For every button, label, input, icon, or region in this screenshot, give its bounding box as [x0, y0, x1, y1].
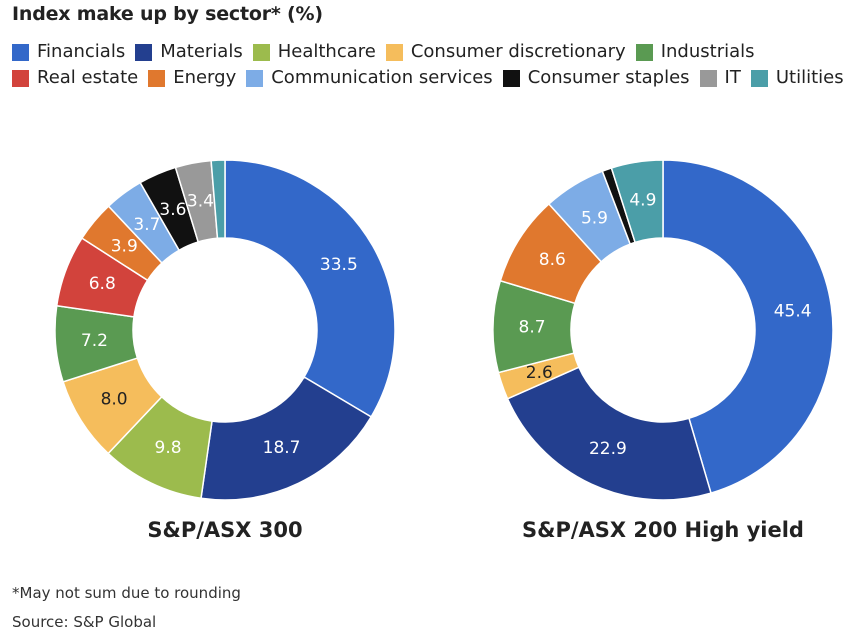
legend-swatch: [12, 43, 29, 61]
legend-item: Utilities: [750, 67, 844, 89]
legend-label: Industrials: [660, 41, 755, 62]
donut-chart: 33.5 18.7 9.8 8.0 7.2 6.8 3.93.73.6 3.4 S&P/ASX …: [54, 159, 396, 542]
legend-swatch: [385, 43, 403, 61]
slice-materials: [506, 366, 712, 501]
legend-item: Healthcare: [252, 41, 376, 63]
slice-value-label: 7.2: [81, 331, 108, 351]
legend-item: Communication services: [246, 67, 493, 89]
slice-value-label: 3.7: [133, 215, 160, 235]
slice-value-label: 3.4: [187, 191, 214, 211]
legend-item: Consumer staples: [502, 67, 690, 89]
legend-swatch: [246, 69, 264, 87]
slice-utilities: [610, 159, 664, 244]
slice-utilities: [210, 159, 226, 240]
legend-swatch: [252, 43, 270, 61]
donut-title: S&P/ASX 300: [147, 518, 302, 542]
legend-swatch: [502, 69, 520, 87]
slice-value-label: 8.0: [101, 390, 128, 410]
slice-value-label: 3.6: [159, 200, 186, 220]
legend-label: Consumer discretionary: [410, 41, 626, 62]
legend-label: Materials: [160, 41, 243, 62]
slice-value-label: 33.5: [320, 255, 358, 275]
donut-chart: 45.4 22.9 2.6 8.7 8.6 5.9 4.9 S&P/ASX 200 High …: [492, 159, 834, 542]
legend-label: Financials: [37, 41, 126, 62]
legend-swatch: [750, 69, 768, 87]
slice-value-label: 8.6: [539, 250, 566, 270]
legend-item: Industrials: [635, 41, 755, 63]
slice-materials: [200, 375, 373, 501]
legend-label: Real estate: [37, 67, 139, 88]
slice-value-label: 18.7: [263, 438, 301, 458]
legend-item: Financials: [12, 41, 125, 63]
legend-swatch: [635, 43, 653, 61]
source-note: Source: S&P Global: [12, 613, 157, 631]
slice-value-label: 45.4: [774, 301, 812, 321]
legend-label: Communication services: [271, 67, 493, 88]
slice-financials: [662, 159, 834, 495]
legend-item: Materials: [135, 41, 243, 63]
legend-label: IT: [724, 67, 741, 88]
legend-item: Real estate: [12, 67, 138, 89]
footnote: *May not sum due to rounding: [12, 584, 241, 602]
legend-label: Utilities: [775, 67, 844, 88]
legend: Financials Materials Healthcare Consumer di…: [12, 41, 852, 89]
legend-swatch: [699, 69, 717, 87]
slice-value-label: 22.9: [589, 439, 627, 459]
slice-value-label: 5.9: [581, 208, 608, 228]
legend-label: Healthcare: [277, 41, 376, 62]
slice-financials: [224, 159, 396, 418]
legend-label: Energy: [173, 67, 237, 88]
legend-swatch: [12, 69, 29, 87]
slice-value-label: 4.9: [629, 191, 656, 211]
legend-label: Consumer staples: [527, 67, 690, 88]
slice-value-label: 2.6: [526, 363, 553, 383]
slice-value-label: 3.9: [111, 236, 138, 256]
legend-item: Energy: [148, 67, 236, 89]
slice-value-label: 9.8: [155, 438, 182, 458]
legend-item: IT: [699, 67, 741, 89]
donut-title: S&P/ASX 200 High yield: [522, 518, 804, 542]
legend-item: Consumer discretionary: [385, 41, 626, 63]
slice-value-label: 8.7: [519, 317, 546, 337]
legend-swatch: [148, 69, 166, 87]
legend-swatch: [135, 43, 153, 61]
slice-value-label: 6.8: [89, 274, 116, 294]
chart-title: Index make up by sector* (%): [12, 3, 323, 25]
